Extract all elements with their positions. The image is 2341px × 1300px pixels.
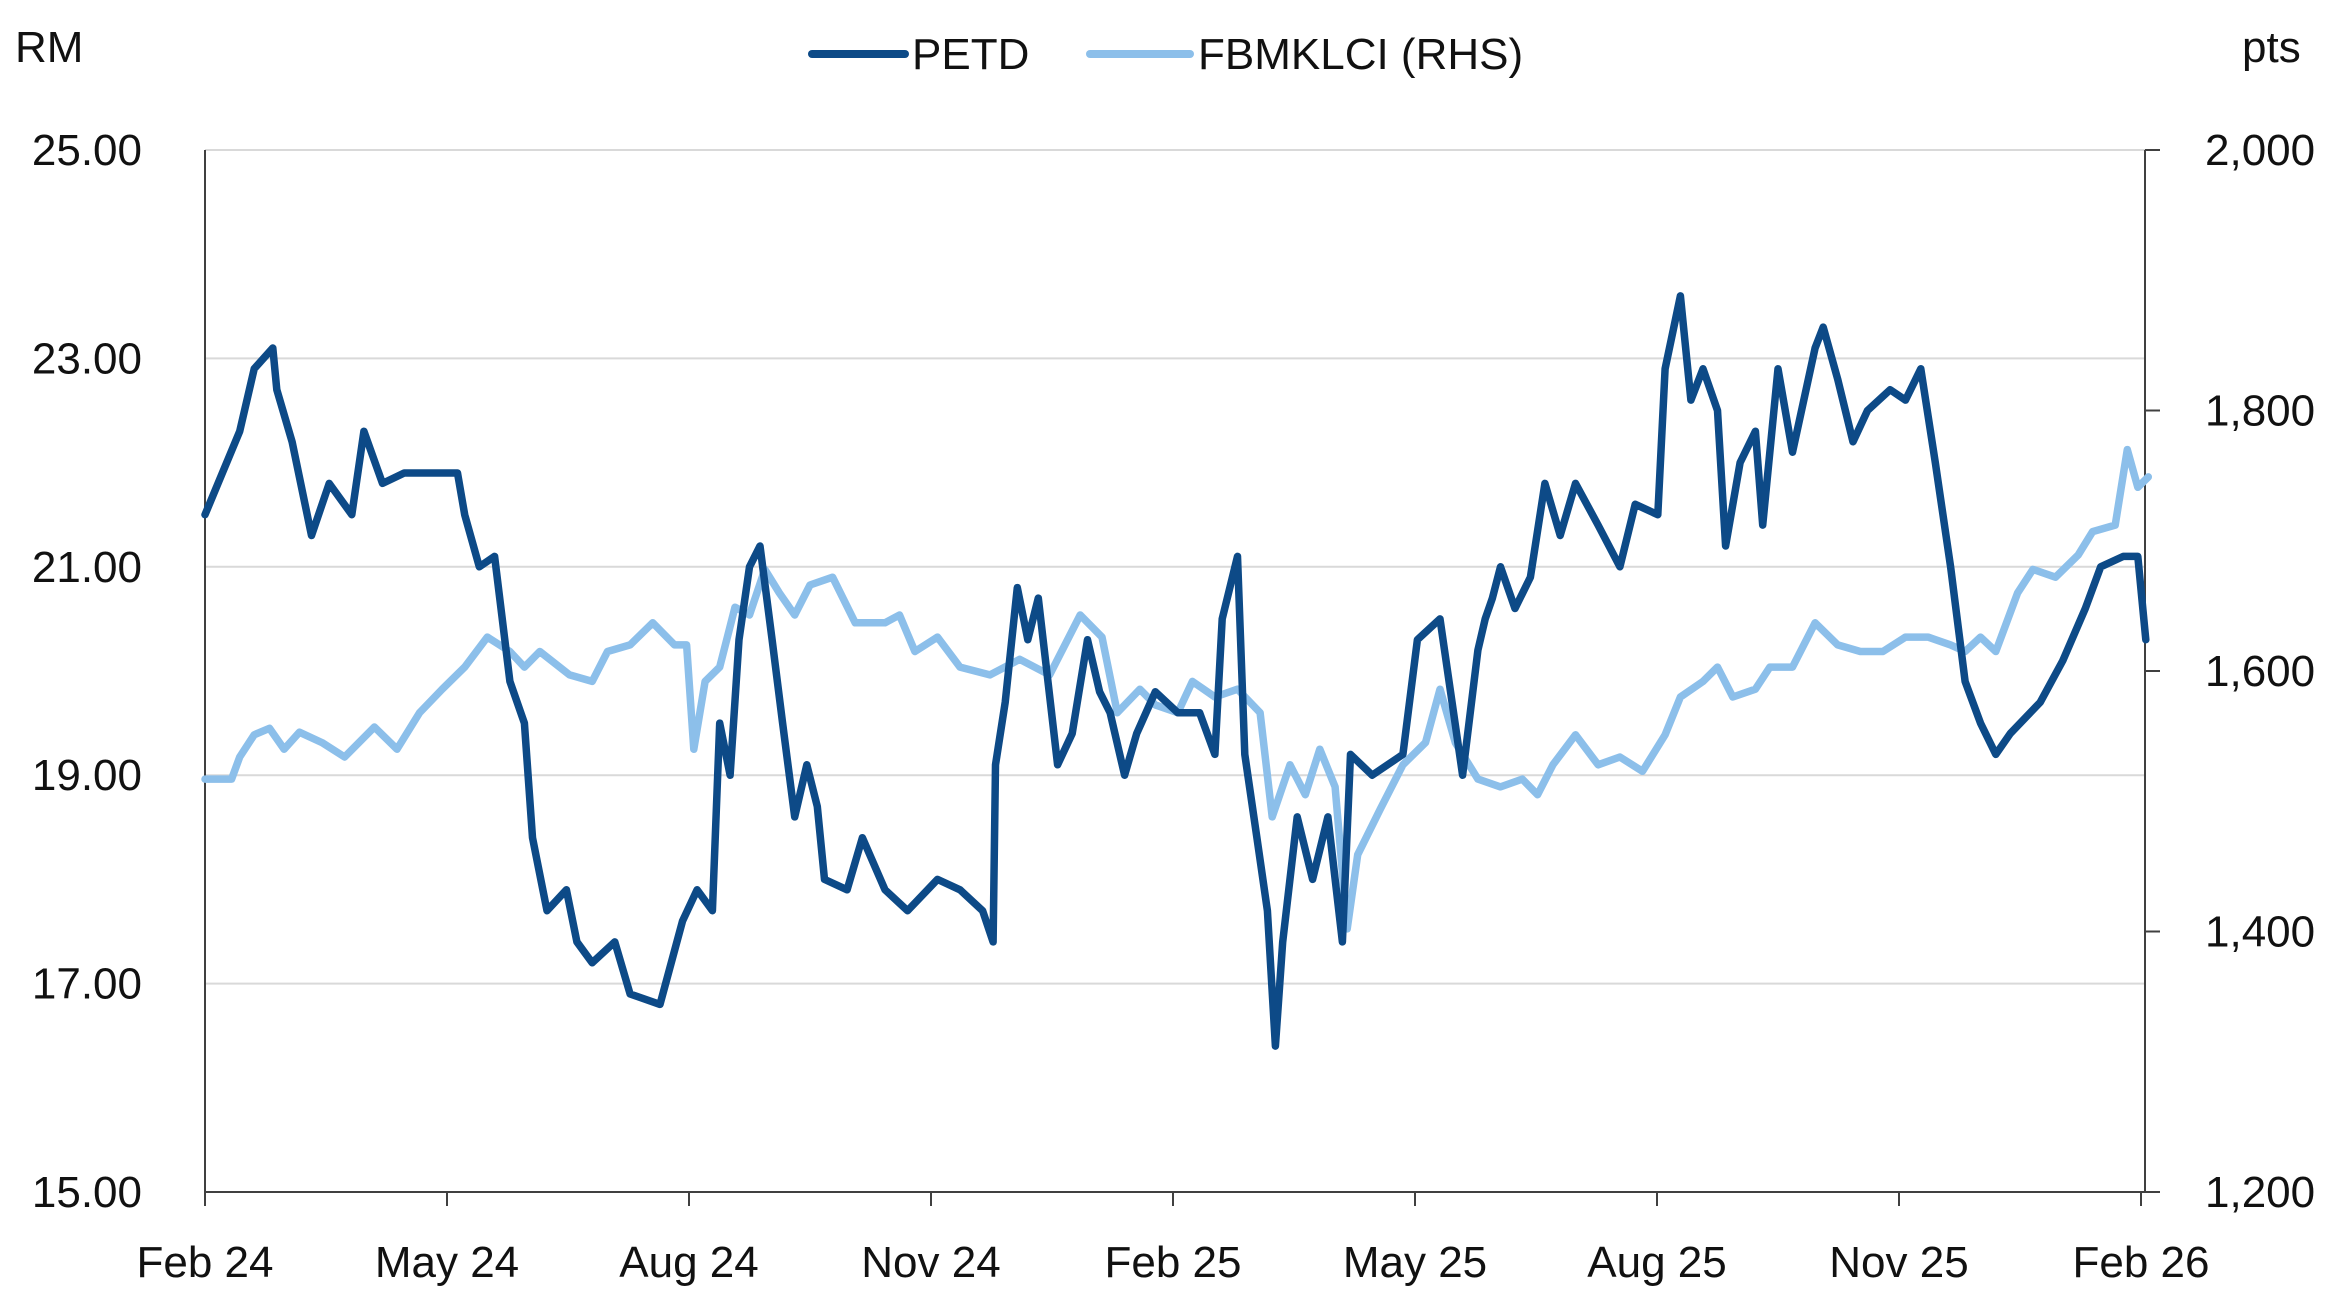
- x-tick-label: Feb 24: [137, 1238, 274, 1287]
- series-line-petd: [201, 292, 2150, 1050]
- left-axis-unit-label: RM: [15, 23, 83, 72]
- right-tick-label: 2,000: [2205, 126, 2315, 175]
- legend-label-petd: PETD: [912, 30, 1029, 79]
- left-tick-label: 21.00: [32, 543, 142, 592]
- x-tick-label: Feb 25: [1105, 1238, 1242, 1287]
- legend-label-fbmklci: FBMKLCI (RHS): [1198, 30, 1523, 79]
- tick-labels: 15.00 17.00 19.00 21.00 23.00 25.00 1,200 1,400…: [32, 126, 2315, 1287]
- x-tick-label: Nov 24: [861, 1238, 1000, 1287]
- legend: PETD FBMKLCI (RHS): [808, 30, 1523, 79]
- right-axis-unit-label: pts: [2242, 23, 2301, 72]
- left-tick-label: 19.00: [32, 751, 142, 800]
- left-tick-label: 15.00: [32, 1168, 142, 1217]
- left-tick-label: 25.00: [32, 126, 142, 175]
- right-tick-label: 1,200: [2205, 1168, 2315, 1217]
- x-tick-label: May 24: [375, 1238, 519, 1287]
- left-tick-label: 17.00: [32, 960, 142, 1009]
- x-tick-label: Nov 25: [1829, 1238, 1968, 1287]
- x-tick-label: Aug 25: [1587, 1238, 1726, 1287]
- axes: [204, 149, 2160, 1206]
- right-tick-label: 1,600: [2205, 647, 2315, 696]
- left-tick-label: 23.00: [32, 334, 142, 383]
- series-line-fbmklci: [201, 445, 2153, 933]
- x-tick-label: Aug 24: [619, 1238, 758, 1287]
- right-tick-label: 1,800: [2205, 387, 2315, 436]
- right-tick-label: 1,400: [2205, 908, 2315, 957]
- x-tick-label: May 25: [1343, 1238, 1487, 1287]
- series-lines: [201, 292, 2153, 1050]
- x-tick-label: Feb 26: [2073, 1238, 2210, 1287]
